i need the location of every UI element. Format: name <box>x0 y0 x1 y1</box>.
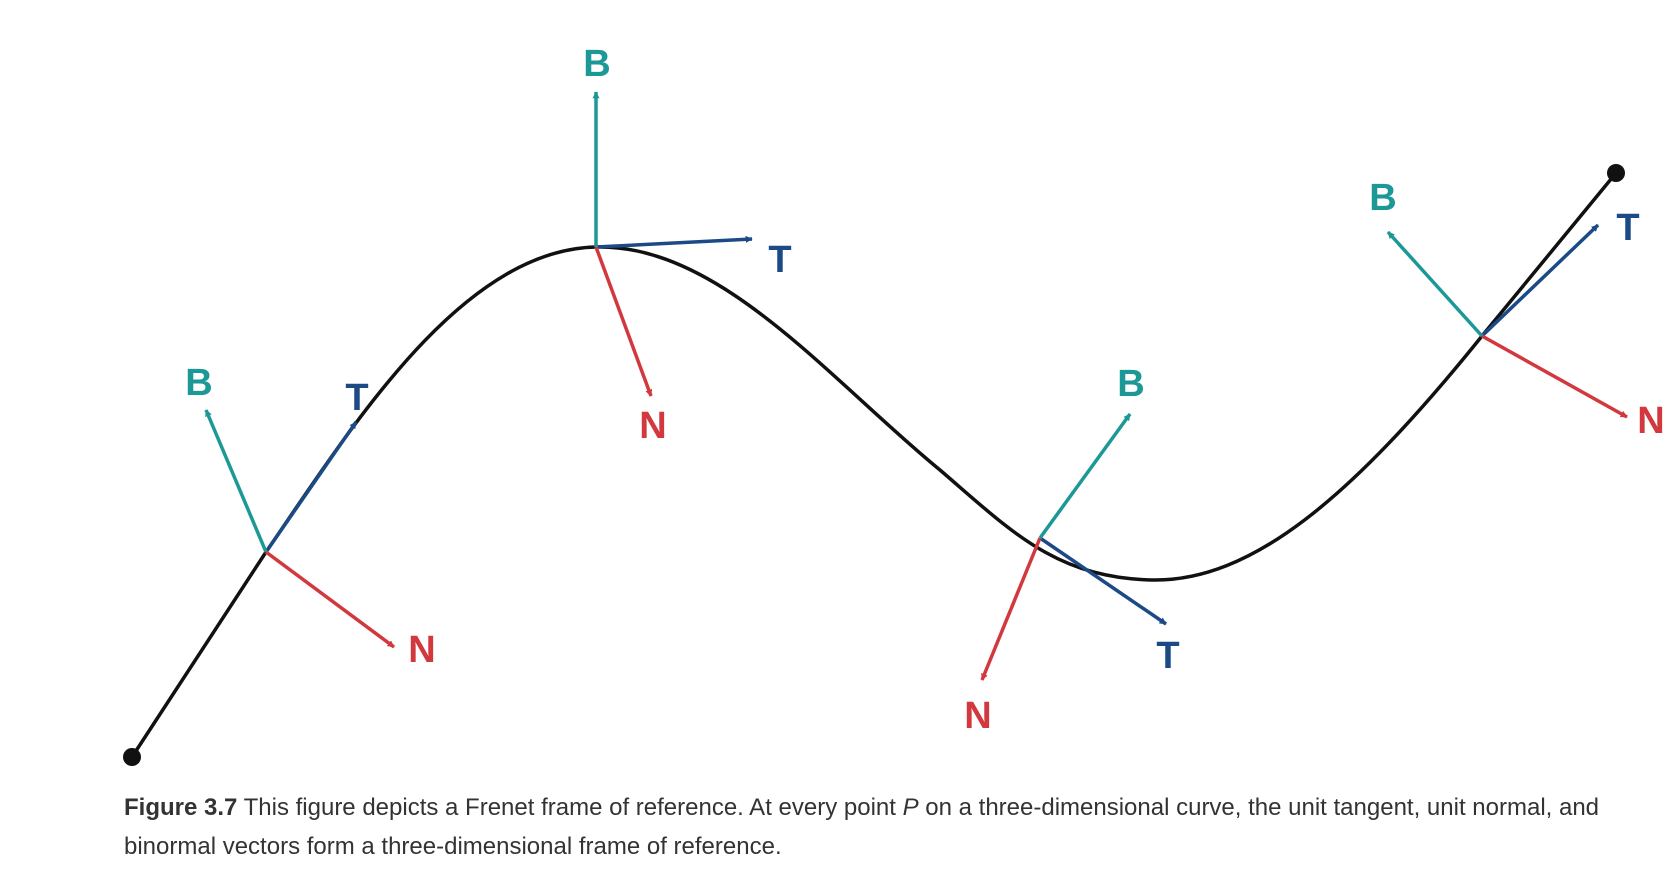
frame-4-tangent-vector <box>1480 223 1600 338</box>
frame-1-normal-label: N <box>408 629 435 671</box>
frame-4-normal-label: N <box>1637 400 1664 442</box>
caption-text-start: This figure depicts a Frenet frame of re… <box>237 794 903 821</box>
caption-text-end: on a three-dimensional curve, the unit t… <box>124 794 1600 860</box>
frame-3-tangent-label: T <box>1156 635 1179 677</box>
frame-1-normal-vector <box>264 550 396 649</box>
frame-4-normal-vector <box>1481 334 1628 419</box>
curve-end-point <box>1607 164 1625 182</box>
frame-1-binormal-label: B <box>185 362 212 404</box>
caption-variable: P <box>902 794 919 821</box>
frame-4: T N B <box>1369 177 1664 442</box>
frame-1-binormal-vector <box>204 409 268 553</box>
frame-2: T N B <box>583 43 791 447</box>
frame-3-normal-vector <box>980 537 1042 681</box>
frame-2-tangent-label: T <box>768 239 791 281</box>
frame-1-tangent-vector <box>264 421 358 553</box>
frame-3: T N B <box>964 363 1179 737</box>
frame-4-binormal-label: B <box>1369 177 1396 219</box>
frame-3-binormal-vector <box>1038 412 1132 540</box>
frame-2-tangent-vector <box>595 235 753 249</box>
frame-4-tangent-label: T <box>1616 207 1639 249</box>
frame-4-binormal-vector <box>1386 230 1484 338</box>
frame-3-normal-label: N <box>964 695 991 737</box>
frame-3-binormal-label: B <box>1117 363 1144 405</box>
frame-1-tangent-label: T <box>345 377 368 419</box>
frame-2-normal-vector <box>594 246 653 397</box>
frame-2-binormal-label: B <box>583 43 610 85</box>
figure-caption: Figure 3.7 This figure depicts a Frenet … <box>124 788 1664 866</box>
frame-2-normal-label: N <box>639 405 666 447</box>
frame-1: T N B <box>185 362 435 671</box>
space-curve <box>130 171 1618 758</box>
figure-number: Figure 3.7 <box>124 794 238 821</box>
curve-start-point <box>123 748 141 766</box>
frame-3-tangent-vector <box>1039 536 1167 626</box>
